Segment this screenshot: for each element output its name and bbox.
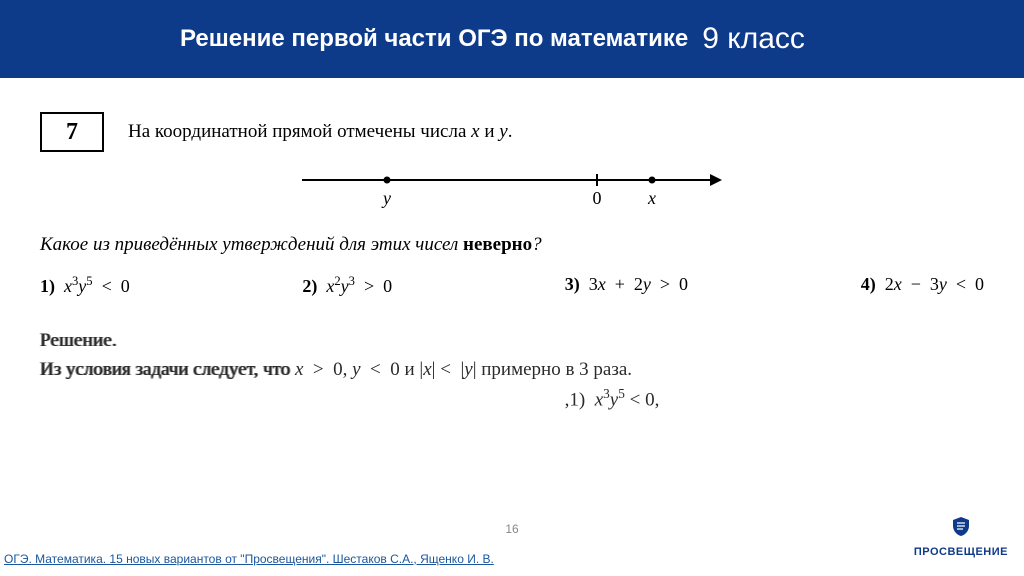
source-link[interactable]: ОГЭ. Математика. 15 новых вариантов от "… [4, 552, 494, 566]
task-period: . [508, 121, 513, 142]
task-statement: На координатной прямой отмечены числа x … [128, 121, 512, 143]
solution-line1-prefix: Из условия задачи следует, что [40, 359, 295, 380]
grade-label: 9 класс [702, 22, 805, 56]
svg-text:x: x [647, 188, 656, 208]
solution-title: Решение. [40, 327, 984, 356]
slide-title: Решение первой части ОГЭ по математике [180, 25, 688, 53]
option-3: 3) 3x + 2y > 0 [565, 274, 688, 297]
question-line: Какое из приведённых утверждений для эти… [40, 234, 984, 256]
option-2: 2) x2y3 > 0 [302, 274, 392, 297]
svg-text:0: 0 [593, 188, 602, 208]
content-area: 7 На координатной прямой отмечены числа … [0, 78, 1024, 415]
shield-icon [950, 515, 972, 542]
var-x: x [471, 121, 479, 142]
option-1: 1) x3y5 < 0 [40, 274, 130, 297]
solution-line1-math: x > 0, y < 0 и |x| < |y| примерно в 3 ра… [295, 359, 632, 380]
question-prefix: Какое из приведённых утверждений для эти… [40, 234, 463, 255]
publisher-logo: ПРОСВЕЩЕНИЕ [914, 515, 1008, 560]
question-bold: неверно [463, 234, 532, 255]
brand-name: ПРОСВЕЩЕНИЕ [914, 546, 1008, 558]
numberline-wrap: y 0 x [40, 166, 984, 214]
options-row: 1) x3y5 < 0 2) x2y3 > 0 3) 3x + 2y > 0 4) 2… [40, 274, 984, 297]
header-bar: Решение первой части ОГЭ по математике 9… [0, 0, 1024, 78]
var-y: y [499, 121, 507, 142]
task-row: 7 На координатной прямой отмечены числа … [40, 112, 984, 152]
option-4: 4) 2x − 3y < 0 [861, 274, 984, 297]
svg-text:y: y [381, 188, 391, 208]
task-text-prefix: На координатной прямой отмечены числа [128, 121, 471, 142]
question-qmark: ? [532, 234, 542, 255]
solution-line2: ,1) x3y5 < 0, [40, 384, 984, 415]
numberline-svg: y 0 x [302, 166, 722, 214]
solution-block: Решение. Из условия задачи следует, что … [40, 327, 984, 415]
footer: 16 ОГЭ. Математика. 15 новых вариантов о… [0, 520, 1024, 570]
task-and: и [480, 121, 500, 142]
task-number-box: 7 [40, 112, 104, 152]
page-number: 16 [505, 522, 518, 536]
